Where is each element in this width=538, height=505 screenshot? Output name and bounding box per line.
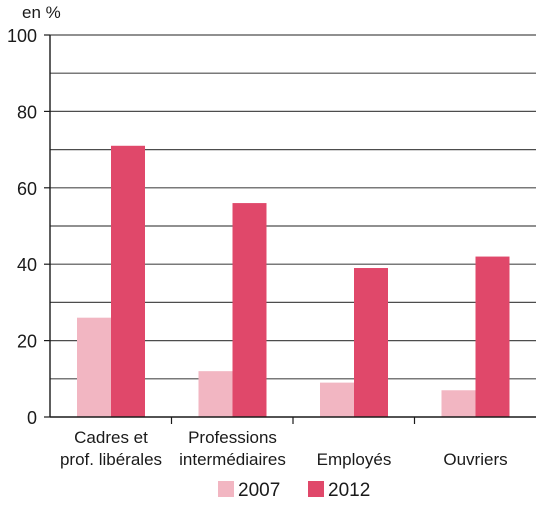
category-label: Employés bbox=[317, 450, 392, 469]
bar-2012-3 bbox=[475, 256, 510, 417]
y-tick-label: 40 bbox=[17, 255, 37, 275]
legend-label: 2012 bbox=[328, 480, 370, 500]
y-tick-label: 100 bbox=[7, 26, 37, 46]
legend-swatch-2012 bbox=[308, 481, 324, 497]
legend-swatch-2007 bbox=[218, 481, 234, 497]
y-tick-labels: 0 20 40 60 80 100 bbox=[7, 26, 37, 428]
y-tick-label: 80 bbox=[17, 102, 37, 122]
category-labels: Cadres et prof. libérales Professions inter… bbox=[60, 428, 508, 469]
bars bbox=[77, 145, 510, 417]
y-tick-label: 0 bbox=[27, 408, 37, 428]
legend-label: 2007 bbox=[238, 480, 280, 500]
bar-2012-1 bbox=[232, 203, 267, 417]
bar-2012-0 bbox=[111, 145, 145, 417]
category-label: Cadres et prof. libérales bbox=[60, 428, 162, 469]
legend: 2007 2012 bbox=[218, 480, 370, 501]
axes bbox=[44, 34, 536, 424]
category-label: Professions intermédiaires bbox=[179, 428, 286, 469]
bar-2007-0 bbox=[77, 317, 111, 417]
y-axis-unit-label: en % bbox=[22, 3, 61, 22]
y-tick-label: 20 bbox=[17, 332, 37, 352]
bar-2012-2 bbox=[354, 268, 388, 417]
bar-2007-1 bbox=[198, 371, 233, 417]
bar-2007-3 bbox=[441, 390, 476, 417]
category-label: Ouvriers bbox=[443, 450, 507, 469]
y-tick-label: 60 bbox=[17, 179, 37, 199]
bar-2007-2 bbox=[320, 382, 354, 417]
